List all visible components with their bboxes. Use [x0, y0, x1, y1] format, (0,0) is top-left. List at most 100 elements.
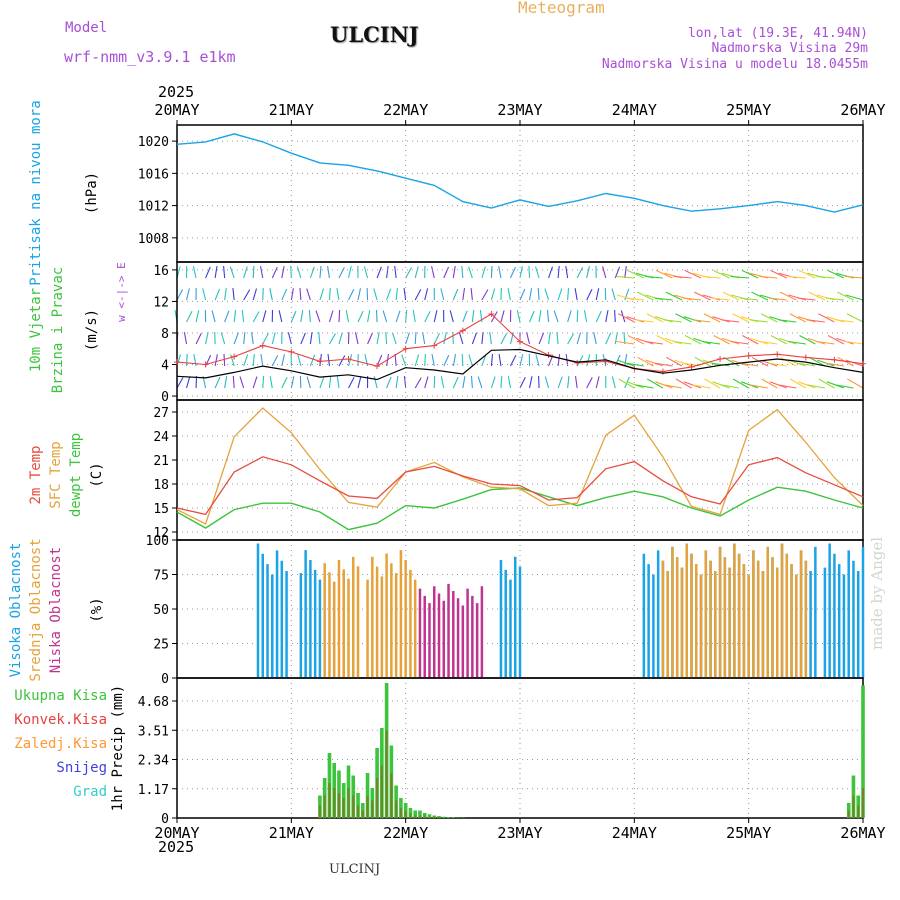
wind-arrow [461, 265, 464, 279]
temp2m-label: 2m Temp [28, 445, 44, 504]
gust-marker [288, 348, 295, 355]
wind-arrow [703, 313, 721, 323]
altitude-label: Nadmorska Visina 29m [711, 41, 868, 56]
precip-total-bar [861, 685, 865, 818]
precip-total-bar [418, 810, 422, 818]
wind-arrow [544, 376, 550, 389]
wind-arrow [665, 356, 683, 367]
footer-station: ULCINJ [329, 862, 381, 877]
wind-arrow [626, 316, 645, 323]
wind-arrow [740, 297, 759, 301]
wind-arrow [214, 266, 218, 279]
wind-arrow [233, 310, 237, 323]
wind-arrow [490, 376, 496, 389]
wind-arrow [309, 266, 315, 279]
wind-arrow [186, 311, 193, 323]
wind-arrow [538, 310, 542, 323]
wind-arrow [386, 288, 392, 301]
wind-arrow [509, 266, 516, 279]
x-tick-label-top: 25MAY [726, 101, 771, 119]
wind-arrow [614, 266, 621, 279]
wind-arrow [319, 288, 325, 301]
wind-arrow [300, 310, 304, 323]
wind-arrow [490, 288, 496, 301]
model-altitude-label: Nadmorska Visina u modelu 18.0455m [601, 57, 868, 72]
wind-arrow [309, 354, 316, 367]
wind-arrow [616, 340, 635, 345]
wind-arrow [683, 381, 702, 389]
wind-arrow [462, 376, 466, 389]
wind-arrow [328, 376, 332, 389]
wind-arrow [826, 362, 845, 367]
gust-marker [374, 363, 381, 370]
gust-marker [831, 356, 838, 363]
y-tick-label: 8 [161, 327, 169, 342]
wind-arrow [507, 288, 512, 301]
wind-arrow [243, 289, 251, 301]
wind-arrow [367, 332, 373, 345]
wind-arrow [500, 333, 508, 345]
wind-arrow [357, 376, 362, 389]
wind-unit: (m/s) [84, 309, 100, 351]
wind-arrow [328, 333, 336, 345]
wind-arrow [692, 384, 711, 389]
wind-arrow [424, 353, 426, 367]
wind-arrow [806, 319, 825, 323]
wind-arrow [760, 313, 778, 323]
wind-arrow [816, 275, 835, 279]
wind-arrow [239, 376, 245, 389]
wind-arrow [345, 310, 350, 323]
model-label: Model [65, 20, 108, 36]
wind-arrow [624, 354, 628, 367]
wind-arrow [576, 332, 582, 345]
wind-arrow [391, 332, 397, 345]
wind-arrow [693, 337, 711, 345]
wind-arrow [252, 353, 255, 367]
wind-arrow [605, 310, 609, 323]
gust-marker [431, 342, 438, 349]
wind-arrow [683, 297, 702, 301]
wind-arrow [327, 354, 330, 367]
wind-arrow [315, 310, 321, 323]
x-tick-label-top: 23MAY [497, 101, 542, 119]
wind-arrow [395, 310, 401, 323]
wind-arrow [185, 288, 190, 301]
precip-conv-bar [414, 815, 417, 818]
wind-arrow [431, 266, 435, 279]
wind-arrow [183, 332, 188, 345]
wind-arrow [376, 266, 382, 279]
precip-conv-bar [371, 800, 374, 818]
wind-arrow [614, 309, 616, 323]
wind-arrow [405, 309, 408, 323]
wind-arrow [534, 266, 540, 279]
wind-arrow [414, 354, 420, 367]
y-tick-label: 50 [153, 603, 169, 618]
wind-arrow [176, 289, 184, 301]
precip-total-bar [427, 814, 432, 818]
wind-arrow [336, 376, 340, 389]
wind-arrow [395, 288, 398, 301]
wind-arrow [481, 289, 489, 301]
wind-arrow [300, 332, 306, 345]
y-tick-label: 0 [161, 812, 169, 827]
wind-arrow [394, 353, 397, 367]
wind-arrow [424, 311, 431, 323]
wind-arrow [271, 266, 278, 279]
gust-marker [459, 327, 466, 334]
wind-arrow [269, 376, 273, 389]
precip-conv-bar [366, 795, 369, 818]
wind-arrow [847, 378, 864, 389]
wind-arrow [232, 375, 235, 389]
wind-arrow [624, 288, 630, 301]
wind-arrow [449, 310, 454, 323]
wind-arrow [195, 332, 202, 345]
wind-arrow [586, 288, 593, 301]
wind-arrow [684, 269, 702, 279]
wind-arrow [290, 376, 295, 389]
gust-marker [231, 353, 238, 360]
wind-ylabel: 10m Vjetar [28, 288, 44, 372]
wind-arrow [567, 376, 570, 389]
wind-arrow [467, 266, 473, 279]
wind-arrow [732, 313, 749, 323]
wind-arrow [655, 269, 673, 279]
